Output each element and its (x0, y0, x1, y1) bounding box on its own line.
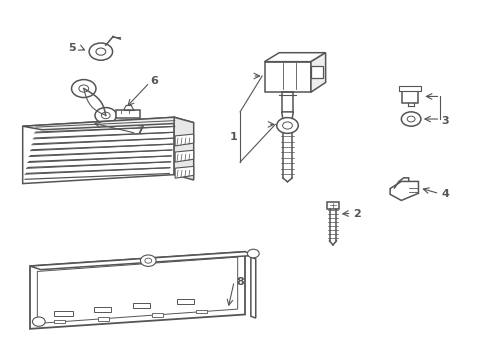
Polygon shape (282, 112, 294, 123)
Circle shape (283, 122, 293, 129)
Text: 5: 5 (68, 43, 75, 53)
Circle shape (247, 249, 259, 258)
Text: 4: 4 (441, 189, 449, 199)
Text: 3: 3 (441, 116, 449, 126)
Circle shape (96, 48, 106, 55)
Text: 8: 8 (236, 277, 244, 287)
Circle shape (145, 258, 152, 263)
Polygon shape (175, 150, 194, 162)
Polygon shape (175, 134, 194, 146)
Polygon shape (265, 53, 326, 62)
Polygon shape (30, 252, 245, 329)
Circle shape (101, 112, 110, 119)
FancyBboxPatch shape (311, 66, 323, 78)
Polygon shape (311, 53, 326, 92)
Polygon shape (23, 117, 194, 130)
Polygon shape (30, 252, 256, 270)
FancyBboxPatch shape (98, 317, 109, 320)
Text: 6: 6 (150, 76, 159, 86)
Polygon shape (117, 110, 140, 118)
Polygon shape (23, 117, 174, 184)
FancyBboxPatch shape (399, 86, 421, 91)
Circle shape (277, 118, 298, 134)
FancyBboxPatch shape (196, 310, 207, 314)
FancyBboxPatch shape (152, 314, 163, 317)
Polygon shape (390, 181, 418, 201)
FancyBboxPatch shape (402, 89, 418, 103)
Text: 2: 2 (353, 209, 361, 219)
Circle shape (407, 116, 415, 122)
Text: 7: 7 (136, 125, 144, 135)
Circle shape (89, 43, 113, 60)
FancyBboxPatch shape (54, 311, 73, 316)
FancyBboxPatch shape (176, 300, 194, 304)
FancyBboxPatch shape (94, 307, 111, 312)
Circle shape (141, 255, 156, 266)
FancyBboxPatch shape (327, 202, 339, 209)
Circle shape (95, 108, 117, 123)
Polygon shape (174, 117, 194, 180)
Polygon shape (251, 257, 256, 318)
FancyBboxPatch shape (54, 320, 65, 323)
Polygon shape (175, 166, 194, 178)
Circle shape (32, 317, 45, 326)
Circle shape (401, 112, 421, 126)
Circle shape (72, 80, 96, 98)
Text: 1: 1 (230, 132, 238, 142)
Circle shape (79, 85, 89, 92)
FancyBboxPatch shape (133, 303, 150, 308)
FancyBboxPatch shape (265, 62, 311, 92)
